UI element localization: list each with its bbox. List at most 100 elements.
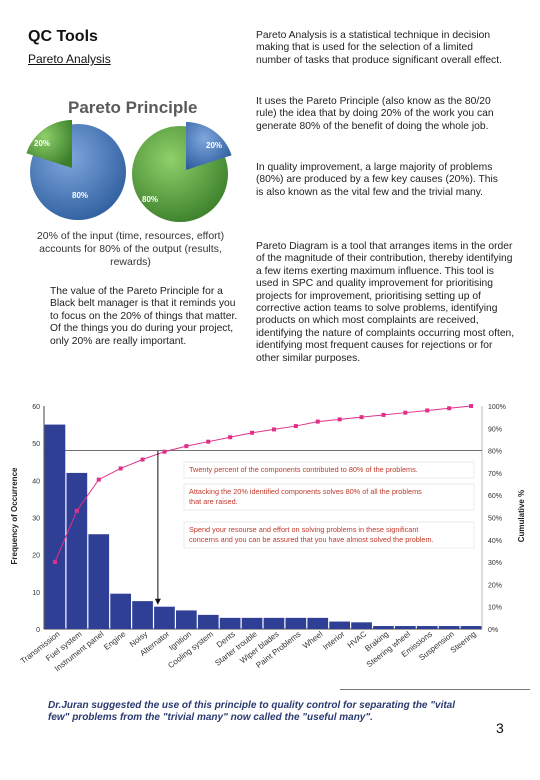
y-tick-label: 30 bbox=[32, 516, 40, 523]
chart-annotations: Twenty percent of the components contrib… bbox=[183, 461, 475, 549]
y2-tick-label: 50% bbox=[488, 516, 502, 523]
bar bbox=[241, 617, 263, 629]
annotation-text: Attacking the 20% identified components … bbox=[189, 487, 422, 496]
cumulative-point bbox=[96, 477, 101, 482]
annotation-text: Twenty percent of the components contrib… bbox=[189, 465, 418, 474]
paragraph-pareto-diagram: Pareto Diagram is a tool that arranges i… bbox=[256, 241, 515, 364]
bar bbox=[373, 626, 394, 629]
footer-note: Dr.Juran suggested the use of this princ… bbox=[48, 700, 456, 723]
y-tick-label: 20 bbox=[32, 553, 40, 560]
bar bbox=[219, 617, 241, 629]
cumulative-point bbox=[425, 408, 430, 413]
pareto-principle-title: Pareto Principle bbox=[68, 98, 198, 117]
pareto-chart: 0 10 20 30 40 50 60 0% 10% 20% 30% 40% 50% 60% 70% 80%… bbox=[10, 404, 526, 673]
y2-tick-label: 30% bbox=[488, 560, 502, 567]
cumulative-point bbox=[337, 417, 342, 422]
annotation-text: concerns and you can be assured that you… bbox=[189, 535, 434, 544]
page-title: QC Tools bbox=[28, 28, 98, 45]
cumulative-point bbox=[228, 435, 233, 440]
paragraph-definition: Pareto Analysis is a statistical techniq… bbox=[256, 30, 502, 66]
paragraph-pareto-principle: It uses the Pareto Principle (also know … bbox=[256, 96, 494, 132]
bar bbox=[176, 610, 197, 629]
bar bbox=[438, 626, 460, 629]
paragraph-quality-improvement: In quality improvement, a large majority… bbox=[256, 162, 498, 198]
pie-output: 20% 80% bbox=[132, 122, 232, 222]
page-subtitle: Pareto Analysis bbox=[28, 52, 111, 66]
y2-tick-label: 10% bbox=[488, 605, 502, 612]
bar bbox=[263, 617, 285, 629]
cumulative-point bbox=[315, 419, 320, 424]
pie-output-small-slice bbox=[186, 122, 232, 170]
y2-tick-label: 60% bbox=[488, 493, 502, 500]
x-tick-label: Engine bbox=[102, 629, 128, 652]
paragraph-black-belt: The value of the Pareto Principle for a … bbox=[50, 286, 238, 347]
pie-output-large-label: 80% bbox=[142, 195, 158, 204]
pie-input-small-label: 20% bbox=[34, 139, 50, 148]
cumulative-point bbox=[293, 424, 298, 429]
cumulative-point bbox=[403, 410, 408, 415]
annotation-box bbox=[183, 461, 475, 479]
footer-rule bbox=[340, 689, 530, 690]
bar bbox=[329, 621, 350, 629]
cumulative-point bbox=[447, 406, 452, 411]
pie-input: 20% 80% bbox=[26, 120, 126, 220]
cumulative-point bbox=[359, 415, 364, 420]
cumulative-point bbox=[184, 444, 189, 449]
chart-y2-axis: 0% 10% 20% 30% 40% 50% 60% 70% 80% 90% 100% bbox=[488, 404, 506, 634]
chart-gridlines bbox=[43, 406, 483, 630]
cumulative-point bbox=[52, 560, 57, 565]
y2-tick-label: 100% bbox=[488, 404, 506, 411]
bar bbox=[416, 626, 438, 629]
bar bbox=[132, 601, 153, 629]
annotation-text: Spend your resourse and effort on solvin… bbox=[189, 525, 418, 534]
y2-tick-label: 90% bbox=[488, 426, 502, 433]
chart-ylabel: Frequency of Occurrence bbox=[10, 467, 19, 564]
pie-input-small-slice bbox=[26, 120, 72, 168]
cumulative-point bbox=[118, 466, 123, 471]
pareto-cutoff-arrow bbox=[154, 598, 161, 605]
annotation-text: that are raised. bbox=[189, 497, 238, 506]
y2-tick-label: 70% bbox=[488, 471, 502, 478]
bar bbox=[395, 626, 416, 629]
annotation-box bbox=[183, 483, 475, 511]
bar bbox=[110, 593, 131, 629]
annotation-box bbox=[183, 521, 475, 549]
pie-output-small-label: 20% bbox=[206, 141, 222, 150]
chart-y-axis: 0 10 20 30 40 50 60 bbox=[32, 404, 40, 634]
bar bbox=[460, 626, 482, 629]
cumulative-point bbox=[381, 412, 386, 417]
y-tick-label: 50 bbox=[32, 441, 40, 448]
y2-tick-label: 40% bbox=[488, 538, 502, 545]
cumulative-polyline bbox=[54, 405, 472, 563]
bar bbox=[351, 622, 372, 629]
bar bbox=[307, 617, 329, 629]
chart-bars bbox=[44, 424, 482, 629]
cumulative-point bbox=[74, 508, 79, 513]
y-tick-label: 0 bbox=[36, 627, 40, 634]
bar bbox=[66, 472, 88, 629]
pie-input-large-label: 80% bbox=[72, 191, 88, 200]
cumulative-point bbox=[271, 427, 276, 432]
y-tick-label: 40 bbox=[32, 478, 40, 485]
bar bbox=[285, 617, 307, 629]
bar bbox=[88, 534, 110, 629]
pareto-pies: 20% 80% 20% 80% bbox=[26, 120, 232, 222]
pareto-principle-caption: 20% of the input (time, resources, effor… bbox=[36, 230, 225, 268]
cumulative-point bbox=[206, 439, 211, 444]
y2-tick-label: 0% bbox=[488, 627, 498, 634]
cumulative-point bbox=[469, 404, 474, 408]
bar bbox=[197, 614, 219, 629]
y-tick-label: 60 bbox=[32, 404, 40, 411]
cumulative-point bbox=[162, 449, 167, 454]
x-tick-label: Interior bbox=[321, 629, 346, 652]
bar bbox=[154, 606, 175, 629]
x-tick-label: Wheel bbox=[301, 629, 325, 650]
cumulative-point bbox=[250, 430, 255, 435]
cumulative-point bbox=[140, 457, 145, 462]
bar bbox=[44, 424, 66, 629]
chart-cumulative-line bbox=[52, 404, 474, 605]
y2-tick-label: 20% bbox=[488, 582, 502, 589]
y2-tick-label: 80% bbox=[488, 449, 502, 456]
y-tick-label: 10 bbox=[32, 590, 40, 597]
